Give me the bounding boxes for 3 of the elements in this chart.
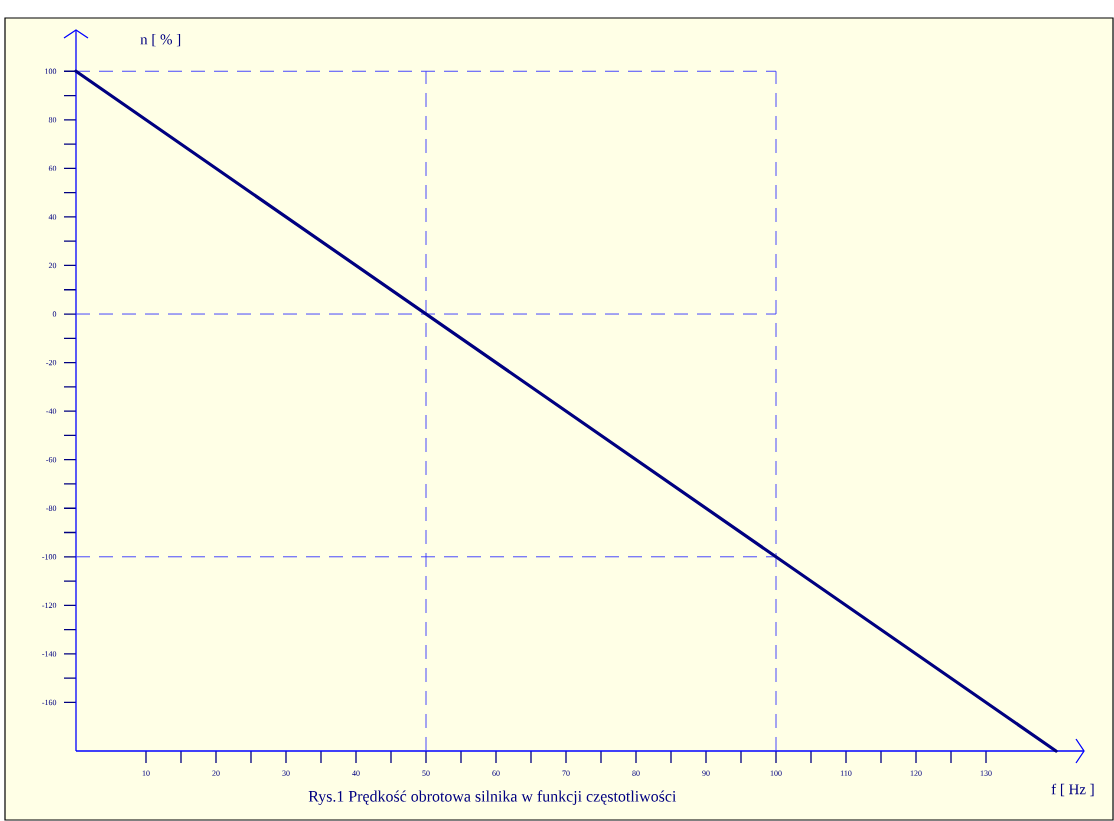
y-axis-title: n [ % ] xyxy=(140,33,181,47)
x-axis-title: f [ Hz ] xyxy=(1051,783,1094,797)
text: Rys.1 Prędkość obrotowa silnika w funkcji częstotliwości xyxy=(308,790,677,805)
